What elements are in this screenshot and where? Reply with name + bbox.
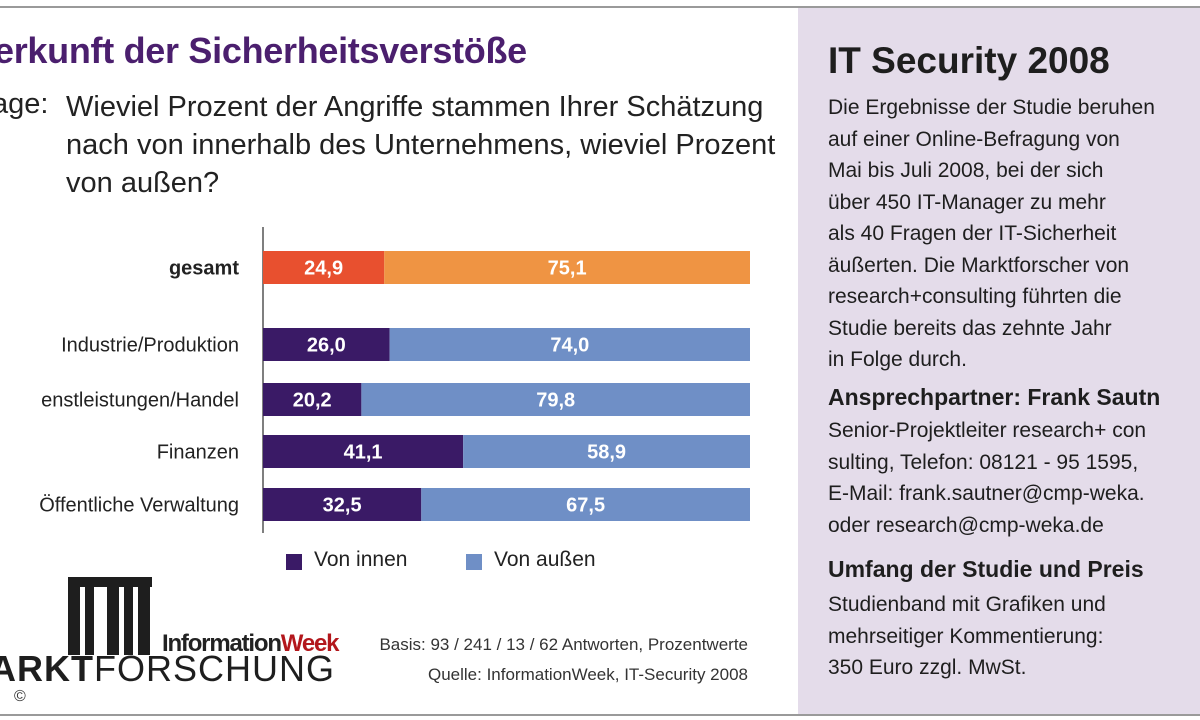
chart-source-note: Quelle: InformationWeek, IT-Security 200… xyxy=(427,665,748,684)
contact-heading: Ansprechpartner: Frank Sautn xyxy=(828,384,1161,410)
it-marktforschung-logo xyxy=(68,577,152,655)
chart-basis-note: Basis: 93 / 241 / 13 / 62 Antworten, Pro… xyxy=(379,635,748,654)
bar-segment-innen xyxy=(263,488,422,521)
legend-swatch-aussen xyxy=(466,554,482,570)
contact-text: Senior-Projektleiter research+ con sulti… xyxy=(828,419,1147,537)
category-label: Industrie/Produktion xyxy=(61,335,239,357)
bar-segment-innen xyxy=(263,383,362,416)
bar-value-label: 75,1 xyxy=(548,258,587,280)
bar-value-label: 32,5 xyxy=(323,495,362,517)
bar-value-label: 67,5 xyxy=(566,495,605,517)
legend-label-innen: Von innen xyxy=(314,548,408,571)
category-label: gesamt xyxy=(169,258,239,280)
bar-value-label: 24,9 xyxy=(304,258,343,280)
top-rule xyxy=(0,6,1200,8)
copyright-mark: © xyxy=(14,688,26,705)
bar-segment-innen xyxy=(263,251,385,284)
sidebar-title: IT Security 2008 xyxy=(828,40,1110,81)
marktforschung-wordmark: ARKTFORSCHUNG xyxy=(0,648,335,689)
legend-swatch-innen xyxy=(286,554,302,570)
question-text: Wieviel Prozent der Angriffe stammen Ihr… xyxy=(66,91,776,199)
bar-value-label: 41,1 xyxy=(344,442,383,464)
bar-value-label: 79,8 xyxy=(536,390,575,412)
category-label: enstleistungen/Handel xyxy=(41,390,239,412)
bar-value-label: 20,2 xyxy=(293,390,332,412)
legend-label-aussen: Von außen xyxy=(494,548,596,571)
stacked-bar-chart: gesamt 24,9 75,1 Industrie/Produktion 26,0 74… xyxy=(39,227,750,533)
category-label: Finanzen xyxy=(157,442,239,464)
chart-title: erkunft der Sicherheitsverstöße xyxy=(0,30,527,71)
sidebar-intro: Die Ergebnisse der Studie beruhen auf ei… xyxy=(828,96,1155,371)
scope-text: Studienband mit Grafiken und mehrseitige… xyxy=(828,593,1106,679)
bar-segment-aussen xyxy=(421,488,750,521)
bar-value-label: 58,9 xyxy=(587,442,626,464)
question-prefix: age: xyxy=(0,88,49,120)
bar-segment-aussen xyxy=(389,328,750,361)
bar-segment-innen xyxy=(263,435,464,468)
bar-segment-aussen xyxy=(384,251,750,284)
bar-value-label: 74,0 xyxy=(550,335,589,357)
side-panel xyxy=(798,8,1200,714)
bar-segment-aussen xyxy=(361,383,750,416)
scope-heading: Umfang der Studie und Preis xyxy=(828,556,1144,582)
bottom-rule xyxy=(0,714,1200,716)
bar-segment-aussen xyxy=(463,435,750,468)
informationweek-logo: InformationWeek xyxy=(162,630,339,657)
category-label: Öffentliche Verwaltung xyxy=(39,495,239,517)
bar-value-label: 26,0 xyxy=(307,335,346,357)
bar-segment-innen xyxy=(263,328,390,361)
